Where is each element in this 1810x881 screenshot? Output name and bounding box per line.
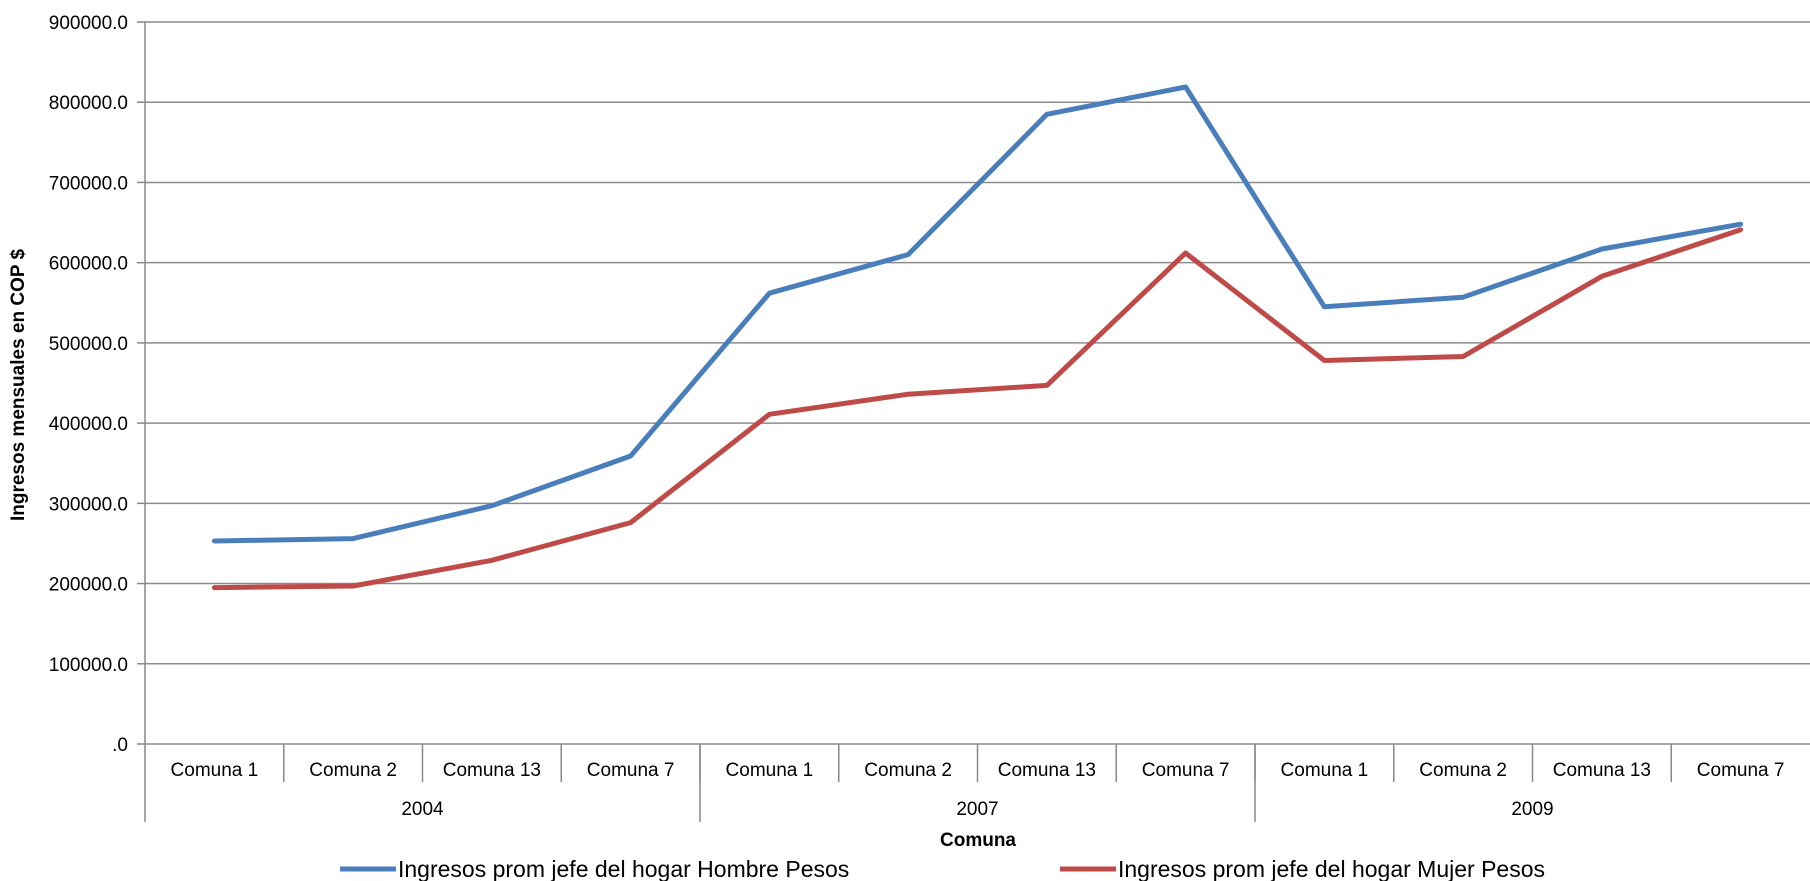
series-point — [1185, 86, 1187, 88]
y-tick-label: 400000.0 — [49, 414, 128, 435]
series-point — [1185, 252, 1187, 254]
y-tick-label: 100000.0 — [49, 655, 128, 676]
y-tick-label: 500000.0 — [49, 334, 128, 355]
series-lines — [211, 84, 1744, 591]
series-point — [213, 540, 215, 542]
x-tick-label: Comuna 1 — [726, 760, 814, 781]
y-tick-label: 800000.0 — [49, 93, 128, 114]
x-tick-label: Comuna 2 — [864, 760, 952, 781]
series-point — [1046, 113, 1048, 115]
series-point — [1462, 356, 1464, 358]
y-tick-label: 600000.0 — [49, 254, 128, 275]
legend-label: Ingresos prom jefe del hogar Hombre Peso… — [398, 856, 849, 881]
series-point — [1323, 360, 1325, 362]
y-tick-label: 300000.0 — [49, 494, 128, 515]
series-point — [1601, 275, 1603, 277]
y-axis-title: Ingresos mensuales en COP $ — [8, 249, 29, 522]
x-axis-title: Comuna — [940, 830, 1016, 851]
x-tick-label: Comuna 13 — [443, 760, 541, 781]
legend-label: Ingresos prom jefe del hogar Mujer Pesos — [1118, 856, 1545, 881]
series-point — [491, 559, 493, 561]
x-tick-label: Comuna 2 — [309, 760, 397, 781]
series-point — [1462, 296, 1464, 298]
x-group-label: 2004 — [401, 799, 444, 820]
series-point — [1740, 229, 1742, 231]
series-point — [1740, 223, 1742, 225]
series-point — [630, 522, 632, 524]
x-group-label: 2009 — [1511, 799, 1553, 820]
series-point — [1046, 384, 1048, 386]
gridlines — [145, 21, 1810, 745]
series-point — [213, 587, 215, 589]
x-tick-label: Comuna 7 — [587, 760, 675, 781]
x-tick-label: Comuna 1 — [171, 760, 259, 781]
x-tick-label: Comuna 1 — [1281, 760, 1369, 781]
x-axis-categories: Comuna 1 Comuna 2 Comuna 13 Comuna 7 Comuna … — [171, 744, 1785, 782]
x-group-label: 2007 — [956, 799, 998, 820]
x-tick-label: Comuna 13 — [998, 760, 1096, 781]
x-axis-groups: 2004 2007 2009 — [401, 744, 1554, 822]
series-point — [352, 538, 354, 540]
series-point — [630, 455, 632, 457]
series-point — [768, 292, 770, 294]
x-tick-label: Comuna 7 — [1697, 760, 1785, 781]
series-point — [907, 393, 909, 395]
x-tick-label: Comuna 13 — [1553, 760, 1651, 781]
x-tick-label: Comuna 2 — [1419, 760, 1507, 781]
y-tick-label: 900000.0 — [49, 13, 128, 34]
y-tick-label: .0 — [112, 735, 128, 756]
y-tick-label: 700000.0 — [49, 173, 128, 194]
y-axis-ticks: 900000.0 800000.0 700000.0 600000.0 500000.0… — [49, 13, 145, 756]
series-point — [907, 254, 909, 256]
series-point — [1323, 306, 1325, 308]
series-point — [1601, 248, 1603, 250]
x-tick-label: Comuna 7 — [1142, 760, 1230, 781]
series-point — [491, 505, 493, 507]
legend: Ingresos prom jefe del hogar Hombre Peso… — [340, 856, 1545, 881]
series-point — [352, 585, 354, 587]
series-point — [768, 413, 770, 415]
series-line — [211, 227, 1744, 591]
series-line — [211, 84, 1744, 544]
y-tick-label: 200000.0 — [49, 575, 128, 596]
